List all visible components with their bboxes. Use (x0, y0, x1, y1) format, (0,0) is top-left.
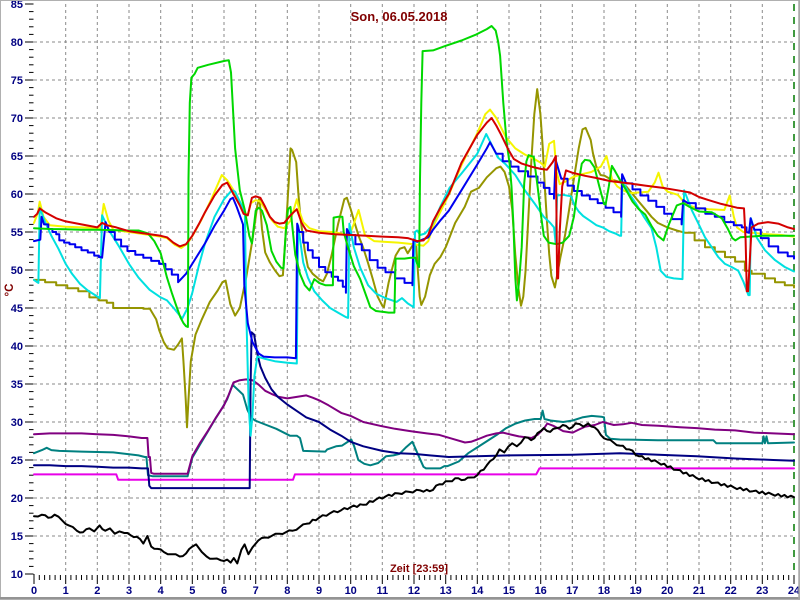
svg-text:10: 10 (11, 569, 23, 581)
svg-text:80: 80 (11, 37, 23, 49)
svg-text:6: 6 (221, 585, 227, 597)
svg-text:35: 35 (11, 379, 23, 391)
svg-text:9: 9 (316, 585, 322, 597)
svg-text:3: 3 (126, 585, 132, 597)
svg-text:Son, 06.05.2018: Son, 06.05.2018 (351, 9, 448, 24)
svg-text:21: 21 (693, 585, 705, 597)
svg-text:0: 0 (31, 585, 37, 597)
svg-text:13: 13 (440, 585, 452, 597)
svg-text:15: 15 (11, 531, 23, 543)
svg-text:5: 5 (189, 585, 195, 597)
svg-text:85: 85 (11, 0, 23, 11)
svg-text:Zeit [23:59]: Zeit [23:59] (390, 563, 448, 575)
svg-text:10: 10 (345, 585, 357, 597)
svg-text:4: 4 (158, 585, 165, 597)
svg-text:17: 17 (566, 585, 578, 597)
svg-text:40: 40 (11, 341, 23, 353)
svg-text:°C: °C (4, 284, 16, 297)
svg-text:24: 24 (788, 585, 800, 597)
svg-text:20: 20 (661, 585, 673, 597)
svg-text:55: 55 (11, 227, 23, 239)
svg-text:45: 45 (11, 303, 23, 315)
svg-text:65: 65 (11, 151, 23, 163)
svg-text:7: 7 (253, 585, 259, 597)
svg-text:23: 23 (756, 585, 768, 597)
svg-text:12: 12 (408, 585, 420, 597)
svg-text:20: 20 (11, 493, 23, 505)
svg-text:14: 14 (471, 585, 484, 597)
svg-text:50: 50 (11, 265, 23, 277)
svg-text:8: 8 (284, 585, 290, 597)
svg-text:1: 1 (63, 585, 69, 597)
svg-text:22: 22 (725, 585, 737, 597)
svg-text:30: 30 (11, 417, 23, 429)
svg-text:11: 11 (376, 585, 388, 597)
svg-text:18: 18 (598, 585, 610, 597)
svg-text:15: 15 (503, 585, 515, 597)
svg-text:19: 19 (630, 585, 642, 597)
svg-text:2: 2 (94, 585, 100, 597)
svg-text:75: 75 (11, 75, 23, 87)
svg-text:70: 70 (11, 113, 23, 125)
svg-text:25: 25 (11, 455, 23, 467)
svg-text:60: 60 (11, 189, 23, 201)
svg-text:16: 16 (535, 585, 547, 597)
